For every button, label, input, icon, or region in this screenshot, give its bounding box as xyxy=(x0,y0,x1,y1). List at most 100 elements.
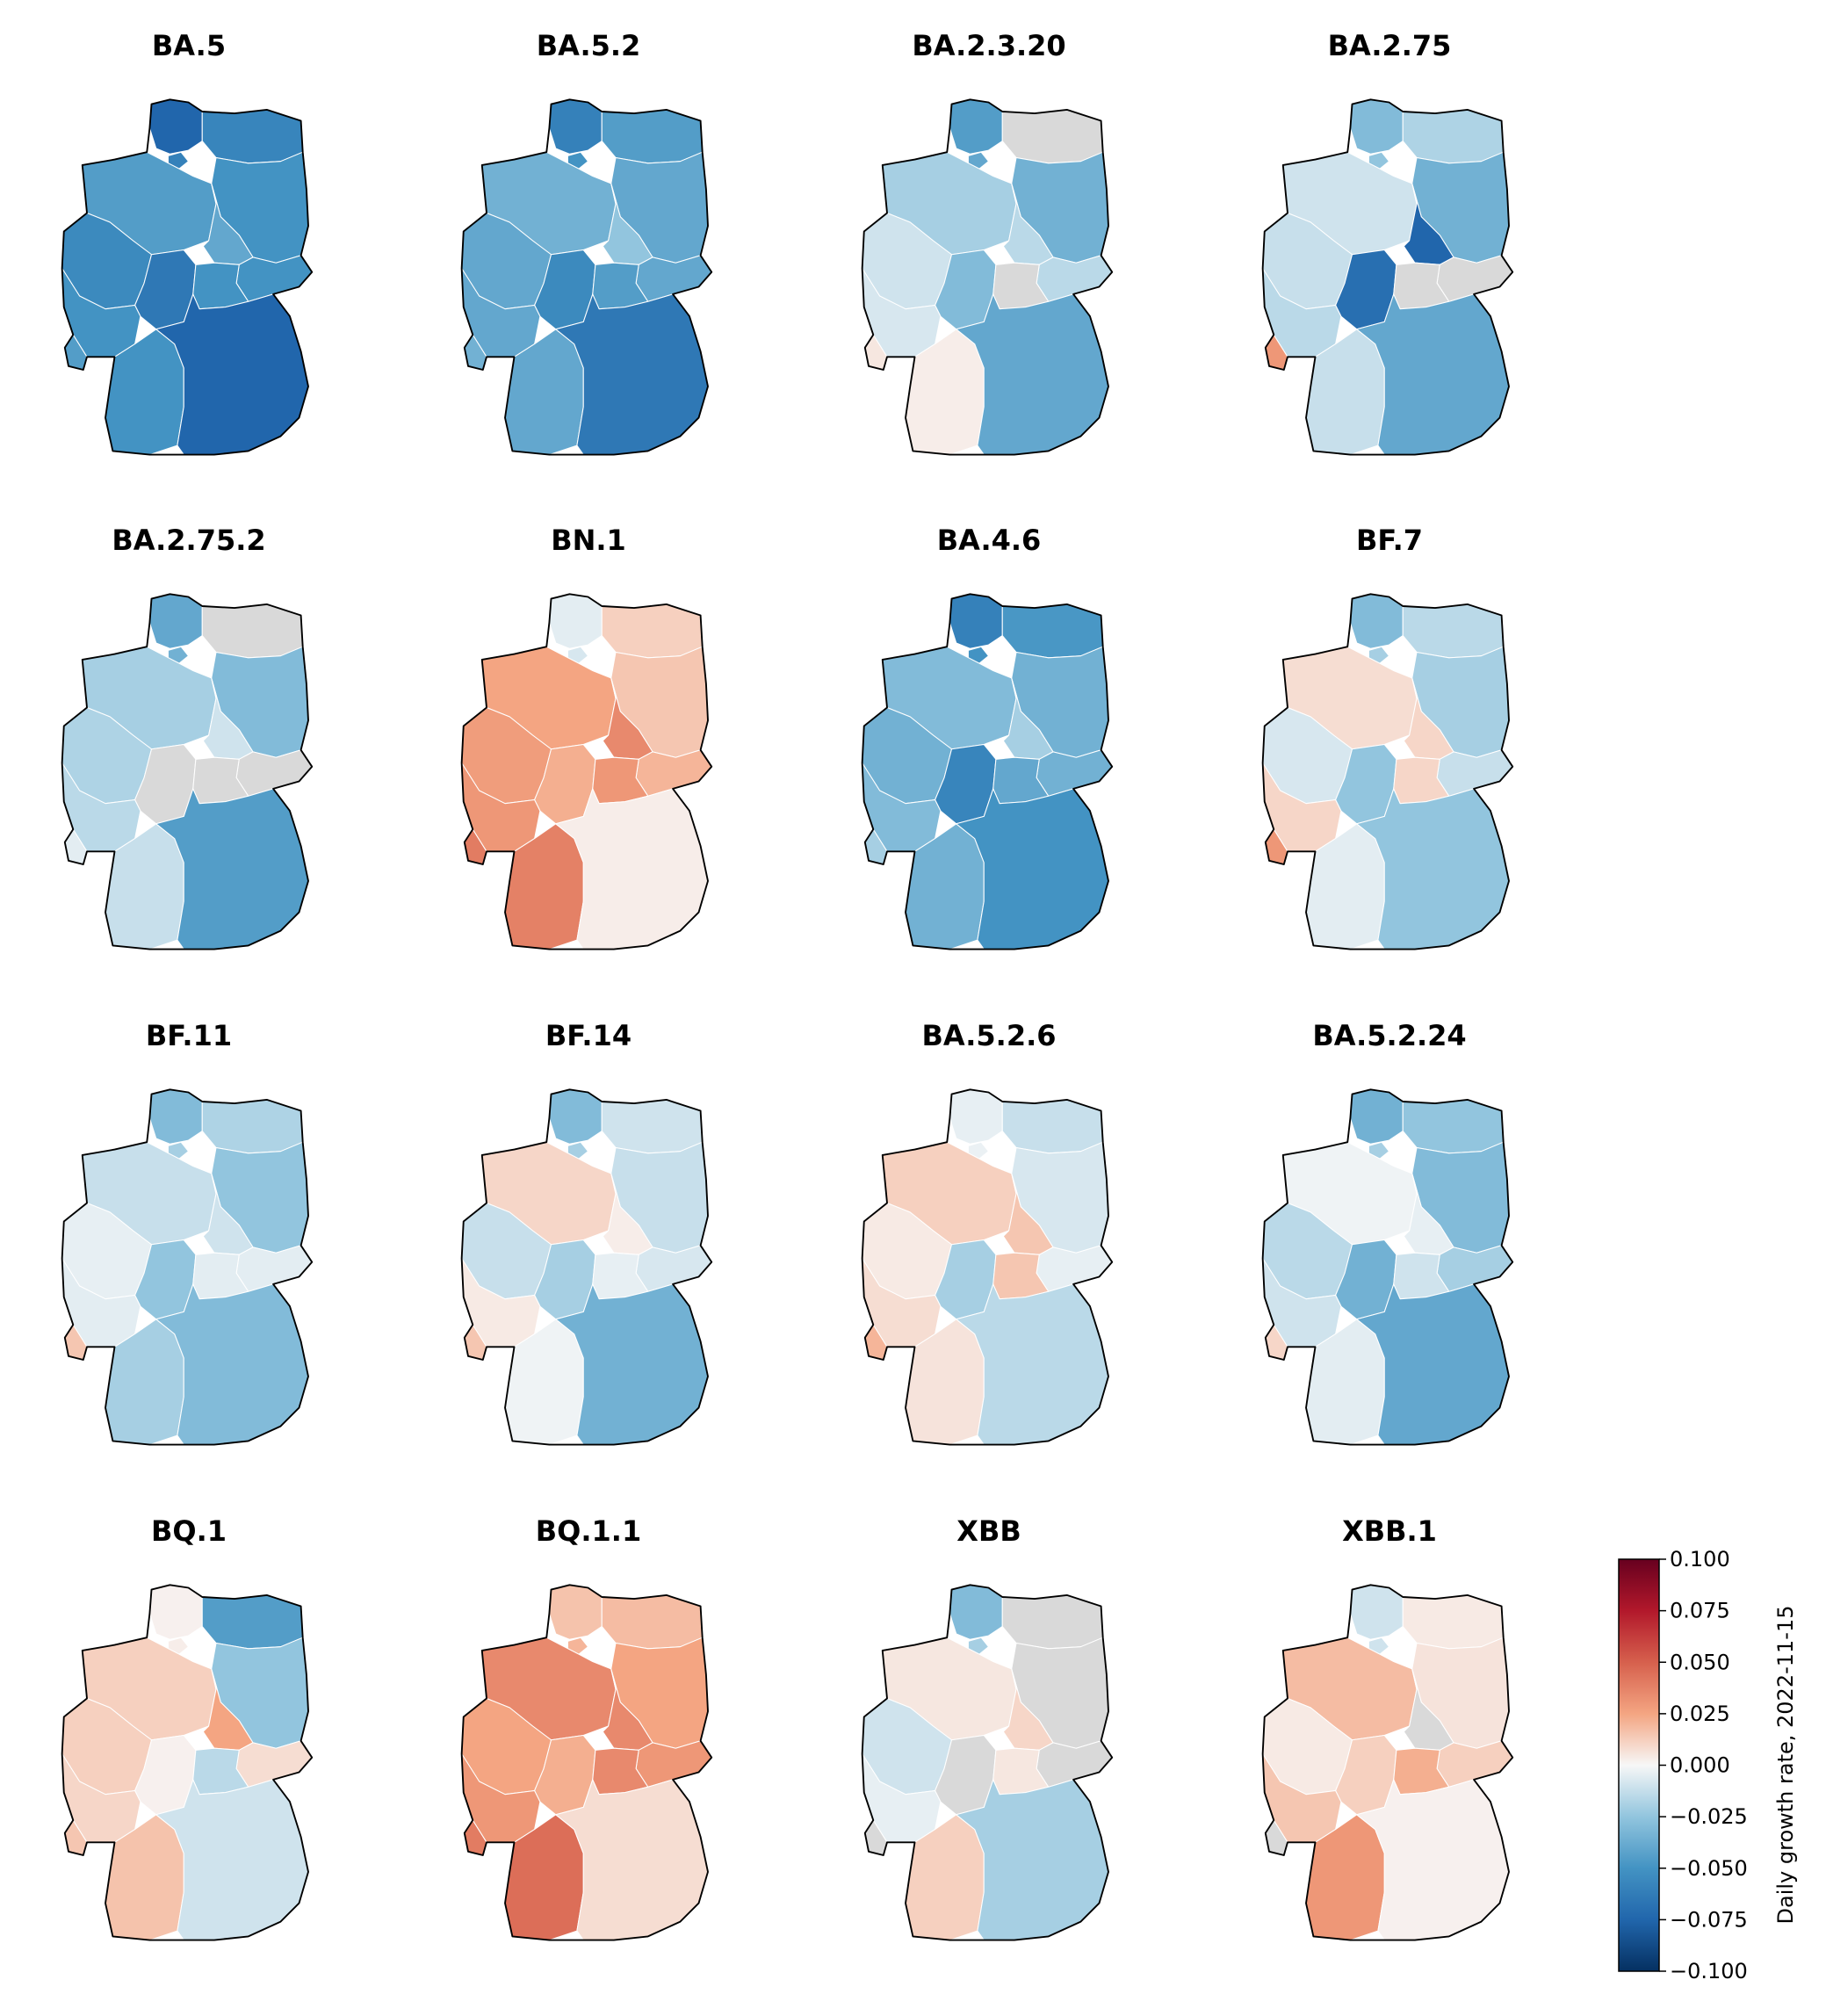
region-SH xyxy=(1349,593,1404,649)
country-border xyxy=(61,593,314,950)
region-MV xyxy=(201,603,304,659)
panel-title: BQ.1 xyxy=(151,1514,227,1548)
region-MV xyxy=(601,1099,704,1154)
map-panels: BA.5 BA.5.2 BA.2.3.20 BA.2.75 BA.2.75.2 BN.1 B… xyxy=(61,29,1514,1941)
panel-title: BQ.1.1 xyxy=(536,1514,641,1548)
panel-title: BA.5.2 xyxy=(537,29,641,62)
germany-map xyxy=(1261,1088,1514,1446)
germany-map xyxy=(460,1088,713,1446)
panel-title: BA.5.2.24 xyxy=(1312,1019,1466,1052)
region-MV xyxy=(201,109,304,164)
colorbar-ticks: 0.100 0.075 0.050 0.025 0.000 −0.025 −0.050 −0.… xyxy=(1659,1547,1748,1983)
germany-map xyxy=(61,1088,314,1446)
country-border xyxy=(861,593,1114,950)
germany-map xyxy=(61,98,314,456)
map-panel: BA.5.2.24 xyxy=(1261,1019,1514,1446)
colorbar-label: Daily growth rate, 2022-11-15 xyxy=(1773,1606,1798,1925)
colorbar-gradient xyxy=(1618,1558,1660,1972)
map-panel: XBB.1 xyxy=(1261,1514,1514,1941)
colorbar-tick-label: −0.025 xyxy=(1670,1804,1748,1829)
country-border xyxy=(1261,1088,1514,1446)
country-border xyxy=(460,98,713,456)
region-MV xyxy=(1001,1594,1104,1650)
map-panel: BA.4.6 xyxy=(861,524,1114,950)
country-border xyxy=(61,98,314,456)
panel-title: BA.5.2.6 xyxy=(921,1019,1056,1052)
region-SH xyxy=(548,1088,603,1145)
panel-title: BA.4.6 xyxy=(937,524,1042,557)
region-SH xyxy=(1349,98,1404,155)
region-MV xyxy=(1402,603,1505,659)
region-MV xyxy=(1402,1594,1505,1650)
map-panel: BA.2.75 xyxy=(1261,29,1514,456)
colorbar-tick-label: −0.050 xyxy=(1670,1856,1748,1881)
country-border xyxy=(861,98,1114,456)
map-panel: BQ.1.1 xyxy=(460,1514,713,1941)
region-SH xyxy=(1349,1088,1404,1145)
country-border xyxy=(460,1584,713,1941)
region-MV xyxy=(201,1594,304,1650)
map-panel: XBB xyxy=(861,1514,1114,1941)
region-MV xyxy=(1001,603,1104,659)
country-border xyxy=(61,1088,314,1446)
country-border xyxy=(460,593,713,950)
map-panel: BA.2.75.2 xyxy=(61,524,314,950)
germany-map xyxy=(61,593,314,950)
region-SH xyxy=(949,593,1003,649)
region-MV xyxy=(601,109,704,164)
colorbar-tick-label: 0.075 xyxy=(1670,1599,1730,1623)
panel-title: BF.14 xyxy=(545,1019,632,1052)
region-SH xyxy=(548,98,603,155)
map-panel: BA.5.2.6 xyxy=(861,1019,1114,1446)
panel-title: BN.1 xyxy=(551,524,626,557)
colorbar-tick-label: −0.100 xyxy=(1670,1959,1748,1983)
region-SH xyxy=(148,98,203,155)
region-SH xyxy=(1349,1584,1404,1640)
colorbar-tick-label: 0.025 xyxy=(1670,1702,1730,1726)
colorbar: 0.100 0.075 0.050 0.025 0.000 −0.025 −0.050 −0.… xyxy=(1618,1547,1798,1983)
panel-title: BF.11 xyxy=(146,1019,232,1052)
germany-map xyxy=(861,98,1114,456)
country-border xyxy=(1261,593,1514,950)
region-MV xyxy=(601,603,704,659)
panel-title: XBB xyxy=(956,1514,1021,1548)
region-MV xyxy=(201,1099,304,1154)
germany-map xyxy=(861,1088,1114,1446)
map-panel: BA.5 xyxy=(61,29,314,456)
map-panel: BQ.1 xyxy=(61,1514,314,1941)
germany-map xyxy=(460,98,713,456)
germany-map xyxy=(61,1584,314,1941)
germany-map xyxy=(1261,593,1514,950)
panel-title: BA.2.75 xyxy=(1328,29,1452,62)
germany-map xyxy=(1261,1584,1514,1941)
region-SH xyxy=(548,1584,603,1640)
germany-map xyxy=(460,1584,713,1941)
panel-title: BA.5 xyxy=(152,29,226,62)
region-SH xyxy=(148,593,203,649)
panel-title: BA.2.3.20 xyxy=(912,29,1065,62)
region-SH xyxy=(548,593,603,649)
country-border xyxy=(460,1088,713,1446)
region-SH xyxy=(148,1584,203,1640)
region-MV xyxy=(601,1594,704,1650)
country-border xyxy=(861,1584,1114,1941)
country-border xyxy=(861,1088,1114,1446)
germany-map xyxy=(460,593,713,950)
germany-map xyxy=(861,1584,1114,1941)
map-panel: BN.1 xyxy=(460,524,713,950)
region-SH xyxy=(949,1088,1003,1145)
panel-title: BA.2.75.2 xyxy=(112,524,265,557)
map-panel: BA.2.3.20 xyxy=(861,29,1114,456)
country-border xyxy=(1261,1584,1514,1941)
panel-title: XBB.1 xyxy=(1342,1514,1437,1548)
region-MV xyxy=(1001,1099,1104,1154)
map-panel: BF.7 xyxy=(1261,524,1514,950)
region-SH xyxy=(949,98,1003,155)
region-MV xyxy=(1402,1099,1505,1154)
germany-map xyxy=(1261,98,1514,456)
colorbar-tick-label: −0.075 xyxy=(1670,1907,1748,1932)
germany-map xyxy=(861,593,1114,950)
colorbar-tick-label: 0.050 xyxy=(1670,1650,1730,1674)
map-panel: BA.5.2 xyxy=(460,29,713,456)
